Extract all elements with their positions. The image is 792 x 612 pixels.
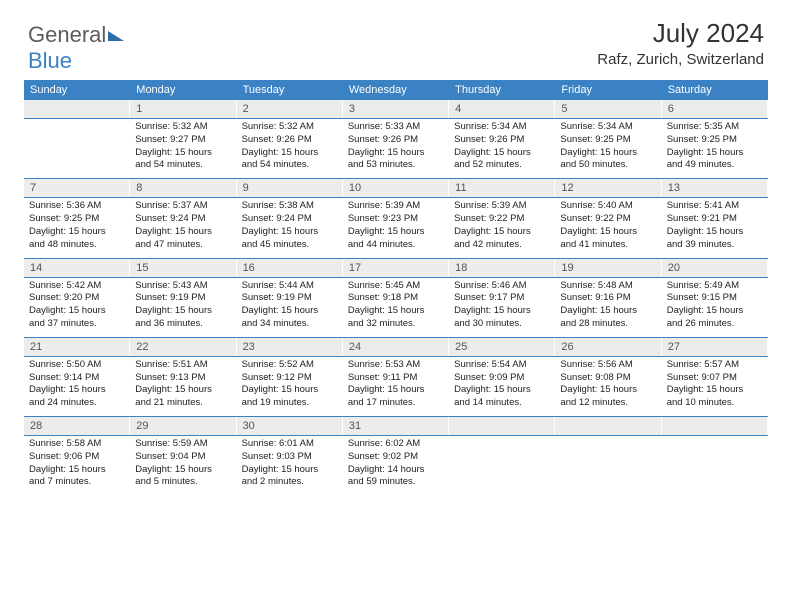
detail-cell: Sunrise: 5:35 AMSunset: 9:25 PMDaylight:… [662,119,768,178]
detail-cell: Sunrise: 5:48 AMSunset: 9:16 PMDaylight:… [555,278,661,337]
detail-cell [662,436,768,495]
detail-row: Sunrise: 5:36 AMSunset: 9:25 PMDaylight:… [24,197,768,257]
detail-row: Sunrise: 5:42 AMSunset: 9:20 PMDaylight:… [24,277,768,337]
date-cell: 11 [449,179,555,197]
detail-cell: Sunrise: 5:42 AMSunset: 9:20 PMDaylight:… [24,278,130,337]
logo: General Blue [28,22,124,74]
date-cell: 25 [449,338,555,356]
detail-cell: Sunrise: 5:44 AMSunset: 9:19 PMDaylight:… [237,278,343,337]
date-cell: 19 [555,259,661,277]
detail-cell: Sunrise: 5:49 AMSunset: 9:15 PMDaylight:… [662,278,768,337]
date-cell: 7 [24,179,130,197]
date-cell: 22 [130,338,236,356]
calendar: Sunday Monday Tuesday Wednesday Thursday… [24,80,768,495]
detail-cell: Sunrise: 6:01 AMSunset: 9:03 PMDaylight:… [237,436,343,495]
detail-cell: Sunrise: 5:57 AMSunset: 9:07 PMDaylight:… [662,357,768,416]
date-cell: 28 [24,417,130,435]
date-cell: 8 [130,179,236,197]
date-cell: 24 [343,338,449,356]
date-cell: 13 [662,179,768,197]
date-cell: 14 [24,259,130,277]
detail-cell: Sunrise: 5:40 AMSunset: 9:22 PMDaylight:… [555,198,661,257]
detail-cell: Sunrise: 6:02 AMSunset: 9:02 PMDaylight:… [343,436,449,495]
date-cell: 23 [237,338,343,356]
date-row: 21222324252627 [24,337,768,356]
header-right: July 2024 Rafz, Zurich, Switzerland [597,18,764,68]
month-title: July 2024 [597,18,764,49]
detail-cell: Sunrise: 5:58 AMSunset: 9:06 PMDaylight:… [24,436,130,495]
date-cell: 1 [130,100,236,118]
date-row: 28293031 [24,416,768,435]
date-row: 78910111213 [24,178,768,197]
detail-cell: Sunrise: 5:36 AMSunset: 9:25 PMDaylight:… [24,198,130,257]
detail-cell: Sunrise: 5:50 AMSunset: 9:14 PMDaylight:… [24,357,130,416]
date-cell: 29 [130,417,236,435]
detail-cell: Sunrise: 5:54 AMSunset: 9:09 PMDaylight:… [449,357,555,416]
weekday-label: Monday [130,80,236,100]
date-cell: 27 [662,338,768,356]
weekday-label: Tuesday [237,80,343,100]
detail-cell: Sunrise: 5:51 AMSunset: 9:13 PMDaylight:… [130,357,236,416]
detail-cell: Sunrise: 5:32 AMSunset: 9:27 PMDaylight:… [130,119,236,178]
detail-cell: Sunrise: 5:34 AMSunset: 9:26 PMDaylight:… [449,119,555,178]
detail-cell [555,436,661,495]
date-cell: 12 [555,179,661,197]
detail-cell: Sunrise: 5:56 AMSunset: 9:08 PMDaylight:… [555,357,661,416]
date-cell: 4 [449,100,555,118]
weekday-label: Thursday [449,80,555,100]
date-cell: 9 [237,179,343,197]
detail-row: Sunrise: 5:58 AMSunset: 9:06 PMDaylight:… [24,435,768,495]
date-cell: 10 [343,179,449,197]
detail-cell: Sunrise: 5:37 AMSunset: 9:24 PMDaylight:… [130,198,236,257]
date-cell: 30 [237,417,343,435]
logo-text-1: General [28,22,106,47]
detail-cell: Sunrise: 5:33 AMSunset: 9:26 PMDaylight:… [343,119,449,178]
date-cell: 26 [555,338,661,356]
date-cell: 31 [343,417,449,435]
date-cell [24,100,130,118]
weekday-label: Friday [555,80,661,100]
location: Rafz, Zurich, Switzerland [597,51,764,68]
detail-cell: Sunrise: 5:43 AMSunset: 9:19 PMDaylight:… [130,278,236,337]
date-cell: 16 [237,259,343,277]
detail-cell: Sunrise: 5:53 AMSunset: 9:11 PMDaylight:… [343,357,449,416]
detail-cell: Sunrise: 5:39 AMSunset: 9:23 PMDaylight:… [343,198,449,257]
detail-cell: Sunrise: 5:52 AMSunset: 9:12 PMDaylight:… [237,357,343,416]
date-cell [555,417,661,435]
date-cell: 21 [24,338,130,356]
date-cell: 5 [555,100,661,118]
weekday-label: Saturday [662,80,768,100]
detail-cell: Sunrise: 5:41 AMSunset: 9:21 PMDaylight:… [662,198,768,257]
detail-cell: Sunrise: 5:46 AMSunset: 9:17 PMDaylight:… [449,278,555,337]
weekday-header: Sunday Monday Tuesday Wednesday Thursday… [24,80,768,100]
date-cell: 6 [662,100,768,118]
triangle-icon [108,31,124,41]
detail-cell: Sunrise: 5:38 AMSunset: 9:24 PMDaylight:… [237,198,343,257]
date-cell: 3 [343,100,449,118]
date-cell: 2 [237,100,343,118]
date-cell: 20 [662,259,768,277]
logo-text-2: Blue [28,48,72,73]
detail-row: Sunrise: 5:32 AMSunset: 9:27 PMDaylight:… [24,118,768,178]
detail-row: Sunrise: 5:50 AMSunset: 9:14 PMDaylight:… [24,356,768,416]
weekday-label: Sunday [24,80,130,100]
weekday-label: Wednesday [343,80,449,100]
detail-cell: Sunrise: 5:59 AMSunset: 9:04 PMDaylight:… [130,436,236,495]
detail-cell: Sunrise: 5:34 AMSunset: 9:25 PMDaylight:… [555,119,661,178]
date-cell [662,417,768,435]
date-row: 14151617181920 [24,258,768,277]
detail-cell [449,436,555,495]
date-cell: 15 [130,259,236,277]
date-cell [449,417,555,435]
detail-cell: Sunrise: 5:45 AMSunset: 9:18 PMDaylight:… [343,278,449,337]
detail-cell: Sunrise: 5:39 AMSunset: 9:22 PMDaylight:… [449,198,555,257]
date-cell: 17 [343,259,449,277]
date-row: 123456 [24,100,768,118]
date-cell: 18 [449,259,555,277]
detail-cell: Sunrise: 5:32 AMSunset: 9:26 PMDaylight:… [237,119,343,178]
detail-cell [24,119,130,178]
